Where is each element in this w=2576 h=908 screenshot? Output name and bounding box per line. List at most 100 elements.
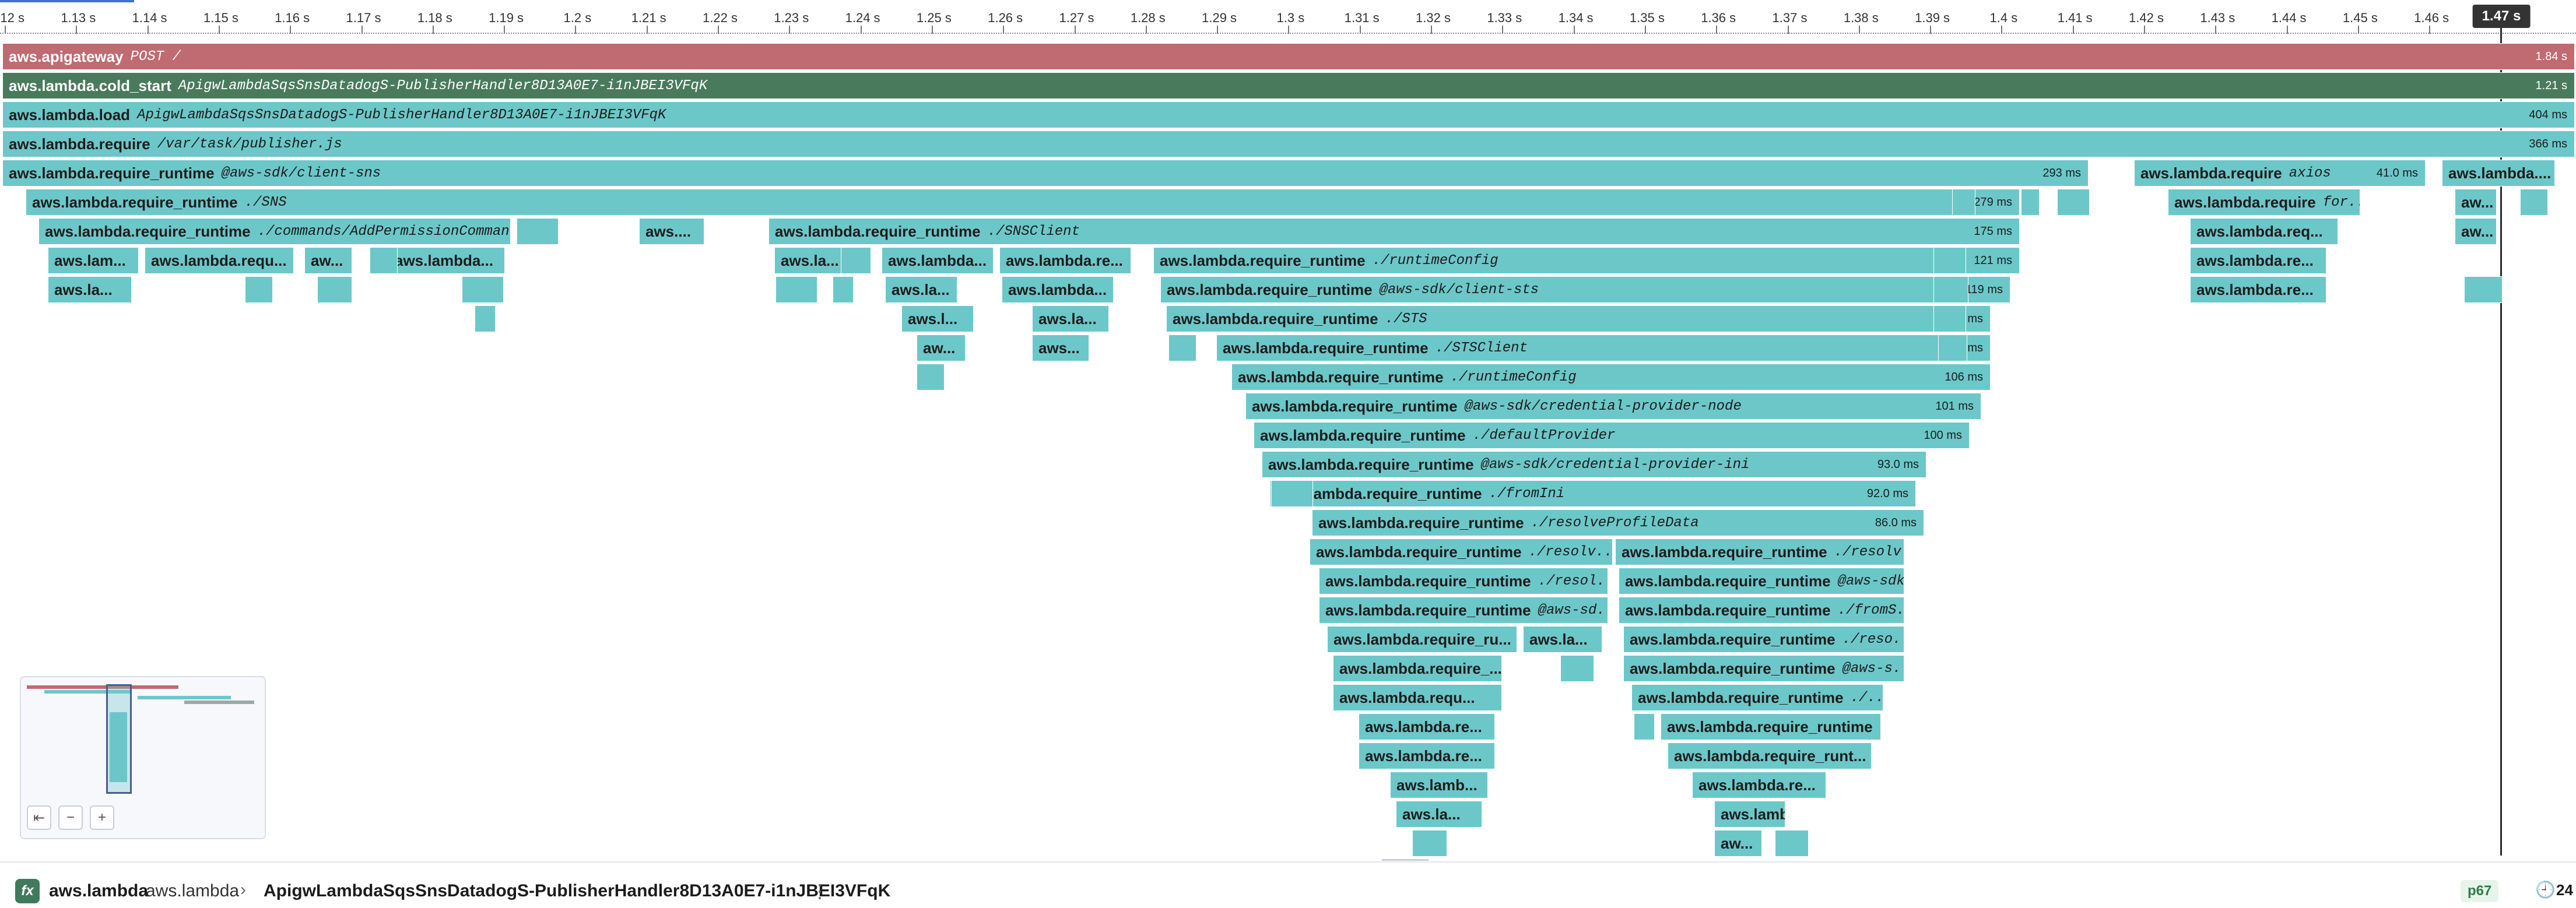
span-bar[interactable]: aws.lambda.require_runtime ./commands/Add…	[38, 218, 511, 245]
span-bar[interactable]: aws.lambda.require for...	[2168, 189, 2360, 216]
span-bar[interactable]: aws.lambda.require_runtime ./fromIni 92.0 …	[1270, 480, 1916, 507]
span-bar[interactable]: aw...	[917, 335, 966, 361]
span-bar[interactable]: aws.la...	[774, 247, 852, 274]
span-bar[interactable]: aws.lambda.requ...	[145, 247, 294, 274]
span-bar[interactable]: aws.lambda.load ApigwLambdaSqsSnsDatadogS…	[2, 101, 2575, 128]
span-bar[interactable]: aws.la...	[1032, 305, 1109, 332]
span-bar[interactable]: aws...	[1032, 335, 1089, 361]
span-bar[interactable]: aws.lambda.re...	[1359, 713, 1495, 740]
span-bar[interactable]	[917, 364, 945, 390]
span-bar[interactable]	[2057, 189, 2090, 216]
zoom-in-icon[interactable]: +	[90, 805, 114, 830]
span-bar[interactable]	[1775, 830, 1809, 857]
span-bar[interactable]	[370, 247, 398, 274]
span-bar[interactable]: aws.lambda.require_runt...	[1668, 742, 1872, 769]
span-bar[interactable]: aws.lambda.require_runtime @aws-sdk...	[1619, 568, 1904, 594]
span-bar[interactable]	[1560, 655, 1594, 682]
span-bar[interactable]: aws.lambda.re...	[1692, 772, 1826, 798]
span-bar[interactable]: aws.lambda.require_runtime @aws-sdk/clien…	[2, 160, 2089, 186]
span-bar[interactable]	[1168, 335, 1196, 361]
cursor-line[interactable]	[2500, 28, 2502, 856]
span-bar[interactable]	[841, 247, 871, 274]
span-bar[interactable]: aws.lambda.require_runtime./STSClient108…	[1216, 335, 1991, 361]
resource-name[interactable]: ApigwLambdaSqsSnsDatadogS-PublisherHandl…	[264, 881, 891, 900]
span-bar[interactable]: aws.lambda.require_runtime @aws-sd...	[1319, 597, 1608, 624]
span-bar[interactable]: aws.l...	[901, 305, 974, 332]
span-bar[interactable]: aws.lambda....	[2442, 160, 2555, 186]
span-bar[interactable]: aws.lambda.require_runtime ./SNSClient 175…	[768, 218, 2020, 245]
span-bar[interactable]: aws.lambda.re...	[2190, 247, 2326, 274]
span-bar[interactable]: aws.la...	[885, 276, 957, 303]
span-bar[interactable]: aws....	[639, 218, 704, 245]
minimap[interactable]: ⇤ − +	[20, 676, 266, 839]
span-bar[interactable]: aws.lambda.require_runtime ./defaultProvi…	[1254, 422, 1970, 449]
span-bar[interactable]: aws.lambda.require_runtime ./resol...	[1319, 568, 1608, 594]
span-bar[interactable]: aws.lam...	[48, 247, 139, 274]
span-bar[interactable]: aws.lambda.req...	[2190, 218, 2338, 245]
span-bar[interactable]: aws.lambda.require_runtime ./resolv...	[1310, 539, 1613, 565]
span-bar[interactable]: aws.lamb...	[1714, 801, 1785, 828]
span-bar[interactable]	[2021, 189, 2040, 216]
span-bar[interactable]	[833, 276, 854, 303]
span-bar[interactable]	[2520, 189, 2548, 216]
span-bar[interactable]: aws.lambda.require/var/task/publisher.js…	[2, 131, 2575, 157]
span-bar[interactable]: aws.lambda.require_runtime ./SNS 279 ms	[26, 189, 2020, 216]
time-ruler[interactable]: 1.12 s 1.13 s 1.14 s 1.15 s 1.16 s 1.17 s 1.18…	[0, 0, 2576, 856]
service-name[interactable]: aws.lambda	[49, 881, 149, 900]
span-bar[interactable]: aws.lambda.require_runtime @aws-sdk/clien…	[1160, 276, 2010, 303]
percentile-badge[interactable]: p67	[2461, 880, 2499, 902]
span-bar[interactable]: aws.lambda.require_runtime./STS115 ms	[1166, 305, 1991, 332]
span-bar[interactable]: aws.lambda.require_...	[1333, 655, 1502, 682]
span-bar[interactable]: aws.lambda.require_runtime ./resolv...	[1615, 539, 1904, 565]
span-bar[interactable]	[462, 276, 504, 303]
span-bar[interactable]: aw...	[304, 247, 352, 274]
span-bar[interactable]: aws.lambda.require_runtime ./runtimeConfi…	[1231, 364, 1991, 390]
span-bar[interactable]: aws.lambda.re...	[2190, 276, 2326, 303]
span-bar[interactable]: aws.lambda.require_runtime ./resolveProfi…	[1312, 509, 1924, 536]
span-bar[interactable]: aws.lambda.require axios 41.0 ms	[2134, 160, 2426, 186]
span-bar[interactable]: aws.lambda.requ...	[1333, 684, 1502, 711]
span-bar[interactable]: aws.lambda.require_runtime @aws-sdk/crede…	[1245, 393, 1981, 420]
span-bar[interactable]	[245, 276, 273, 303]
span-bar[interactable]	[475, 305, 496, 332]
span-bar[interactable]	[1952, 189, 1975, 216]
span-bar[interactable]: aws.lambda.require_runtime ./...	[1631, 684, 1883, 711]
span-bar[interactable]: aws.lambda.require_runtime ./fromS...	[1619, 597, 1904, 624]
span-bar[interactable]	[317, 276, 352, 303]
span-bar[interactable]: aw...	[2455, 218, 2497, 245]
span-bar[interactable]: aws.lambda.re...	[999, 247, 1131, 274]
span-bar[interactable]	[1412, 830, 1447, 857]
more-options-icon[interactable]: ⋮	[810, 881, 829, 902]
span-bar[interactable]: aws.lamb...	[1390, 772, 1488, 798]
span-bar[interactable]: aws.lambda.require_runtime ./reso...	[1623, 626, 1904, 653]
span-bar[interactable]: aws.lambda.require_ru...	[1327, 626, 1517, 653]
span-bar[interactable]	[1933, 305, 1966, 332]
span-bar[interactable]: aw...	[2455, 189, 2497, 216]
span-bar[interactable]: aws.lambda.re...	[1359, 742, 1495, 769]
span-bar[interactable]: aws.la...	[1396, 801, 1482, 828]
span-bar[interactable]: aws.lambda...	[882, 247, 994, 274]
zoom-out-icon[interactable]: −	[58, 805, 83, 830]
span-bar[interactable]: aws.la...	[1523, 626, 1602, 653]
span-bar[interactable]: aws.lambda.require_runtime	[1661, 713, 1881, 740]
span-bar[interactable]	[775, 276, 817, 303]
span-bar[interactable]: aws.lambda.cold_start ApigwLambdaSqsSnsDa…	[2, 72, 2575, 99]
span-bar[interactable]	[2464, 276, 2503, 303]
span-bar[interactable]	[1933, 276, 1968, 303]
span-bar[interactable]: aw...	[1714, 830, 1762, 857]
collapse-icon[interactable]: ⇤	[27, 805, 51, 830]
span-bar[interactable]	[1634, 713, 1655, 740]
span-bar[interactable]	[1271, 480, 1313, 507]
span-bar[interactable]: aws.lambda.require_runtime @aws-sdk/crede…	[1262, 451, 1926, 478]
span-bar[interactable]: aws.apigateway POST / 1.84 s	[2, 43, 2575, 70]
flame-graph[interactable]: aws.apigateway POST / 1.84 s aws.lambda.col…	[0, 43, 2576, 857]
span-bar[interactable]: aws.lambda.require_runtime @aws-s...	[1623, 655, 1904, 682]
span-bar[interactable]	[1933, 247, 1966, 274]
span-bar[interactable]: aws.lambda...	[1002, 276, 1114, 303]
span-bar[interactable]: aws.la...	[48, 276, 132, 303]
span-bar[interactable]: aws.lambda.require_runtime ./runtimeConfi…	[1153, 247, 2020, 274]
span-bar[interactable]	[1938, 335, 1967, 361]
span-bar[interactable]	[517, 218, 559, 245]
span-bar[interactable]: aws.lambda...	[388, 247, 505, 274]
minimap-viewport[interactable]	[106, 684, 132, 794]
